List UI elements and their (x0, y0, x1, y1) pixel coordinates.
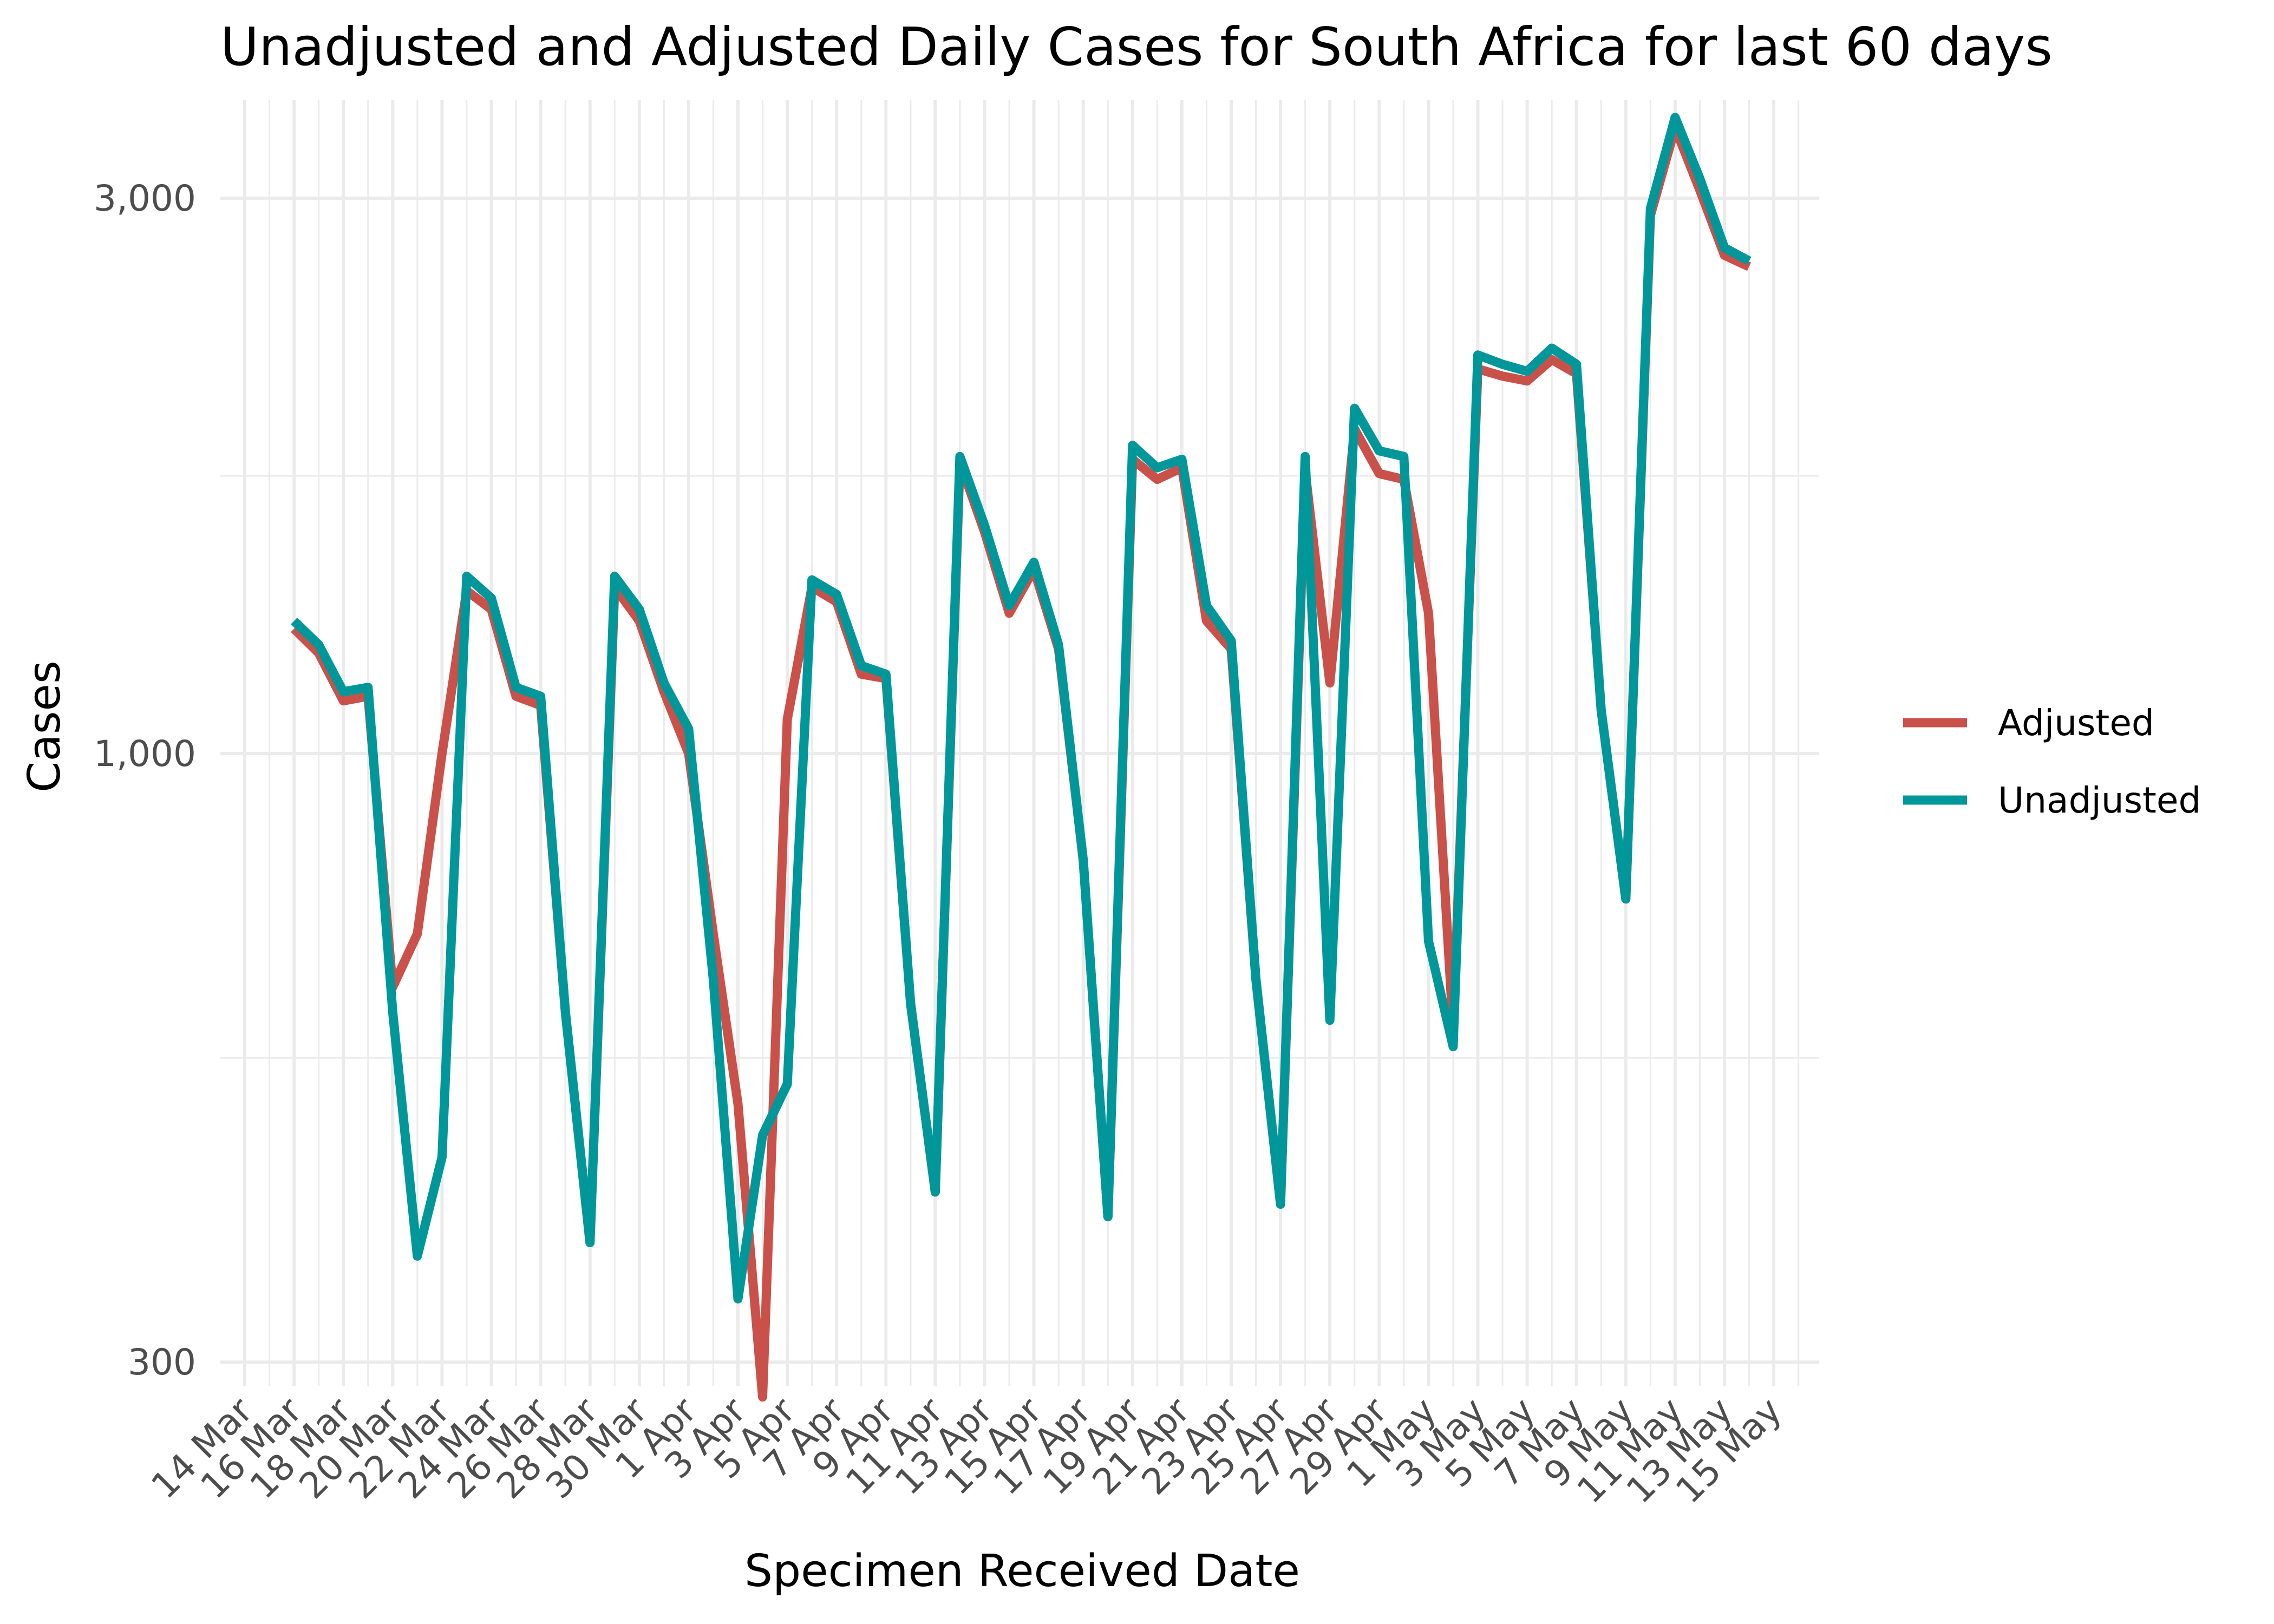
y-tick-label: 1,000 (94, 733, 196, 775)
series-line-unadjusted (291, 113, 1752, 1304)
legend-label-adjusted: Adjusted (1998, 702, 2154, 744)
legend: Adjusted Unadjusted (1903, 702, 2201, 821)
legend-label-unadjusted: Unadjusted (1998, 780, 2201, 821)
chart-title: Unadjusted and Adjusted Daily Cases for … (220, 16, 2053, 77)
series-line-adjusted (291, 123, 1752, 1402)
series-group (291, 113, 1752, 1402)
y-axis-title: Cases (19, 660, 70, 792)
y-tick-label: 300 (128, 1341, 196, 1383)
y-tick-label: 3,000 (94, 178, 196, 219)
y-axis-tick-labels: 300 1,000 3,000 (94, 178, 196, 1383)
x-axis-title: Specimen Received Date (744, 1546, 1300, 1597)
